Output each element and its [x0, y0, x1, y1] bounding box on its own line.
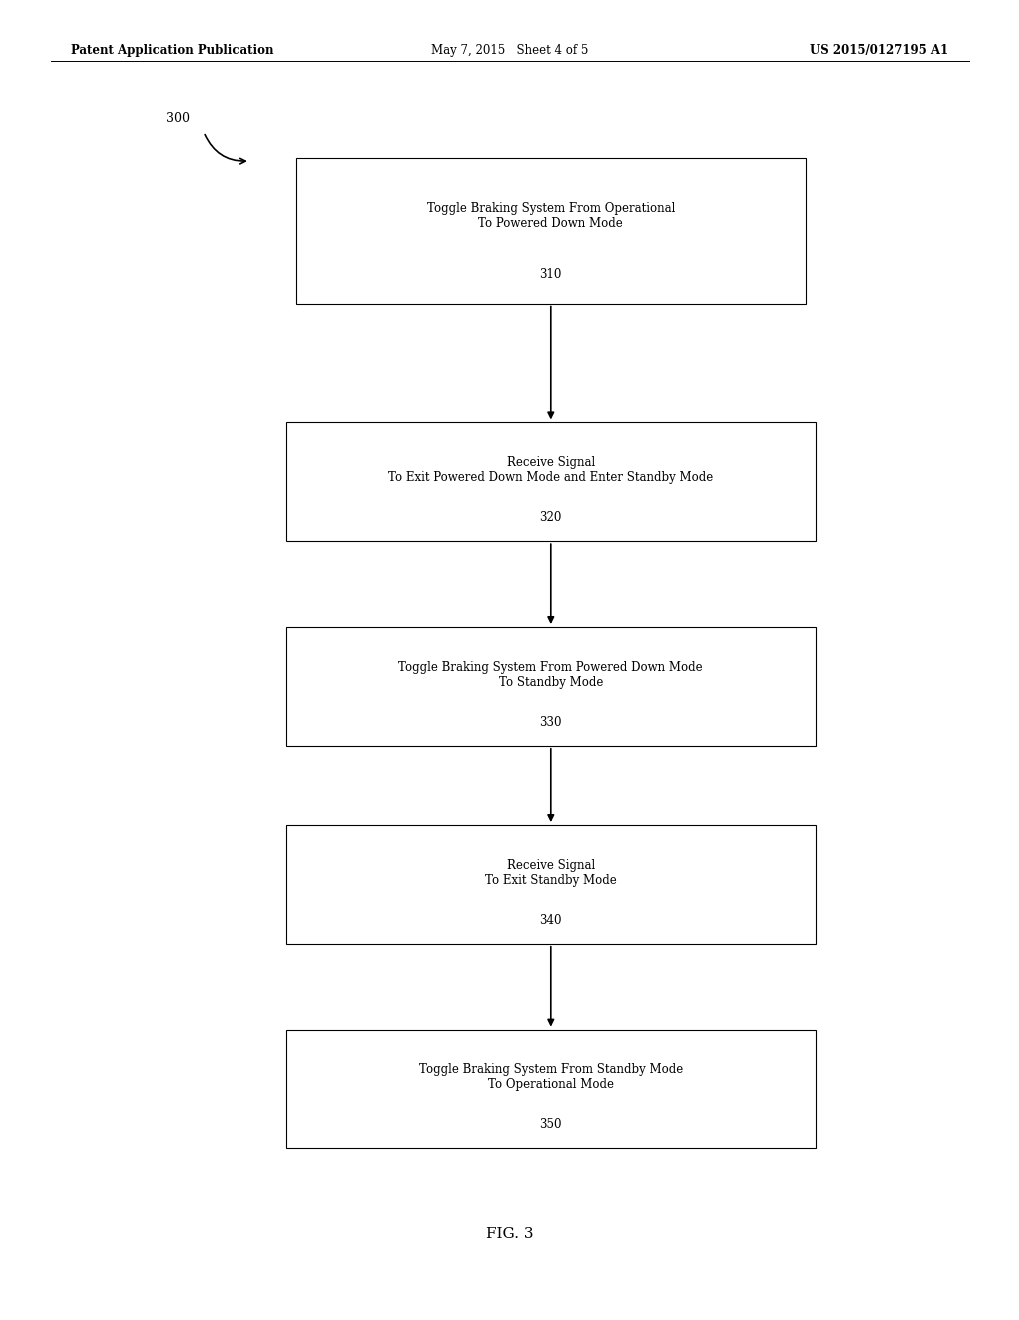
Text: 350: 350: [539, 1118, 561, 1131]
Text: Toggle Braking System From Powered Down Mode
To Standby Mode: Toggle Braking System From Powered Down …: [398, 660, 702, 689]
Text: Toggle Braking System From Standby Mode
To Operational Mode: Toggle Braking System From Standby Mode …: [418, 1063, 683, 1092]
Text: Toggle Braking System From Operational
To Powered Down Mode: Toggle Braking System From Operational T…: [426, 202, 675, 231]
Text: 320: 320: [539, 511, 561, 524]
Text: 310: 310: [539, 268, 561, 281]
Text: US 2015/0127195 A1: US 2015/0127195 A1: [810, 44, 948, 57]
Bar: [285, 422, 815, 541]
Text: 340: 340: [539, 913, 561, 927]
Text: FIG. 3: FIG. 3: [486, 1228, 533, 1241]
Text: Receive Signal
To Exit Powered Down Mode and Enter Standby Mode: Receive Signal To Exit Powered Down Mode…: [388, 455, 712, 484]
Bar: [285, 627, 815, 746]
Text: Patent Application Publication: Patent Application Publication: [71, 44, 274, 57]
Text: 300: 300: [166, 112, 191, 125]
Bar: [296, 158, 805, 304]
Bar: [285, 825, 815, 944]
Bar: [285, 1030, 815, 1148]
Text: 330: 330: [539, 715, 561, 729]
Text: May 7, 2015   Sheet 4 of 5: May 7, 2015 Sheet 4 of 5: [431, 44, 588, 57]
Text: Receive Signal
To Exit Standby Mode: Receive Signal To Exit Standby Mode: [484, 858, 616, 887]
